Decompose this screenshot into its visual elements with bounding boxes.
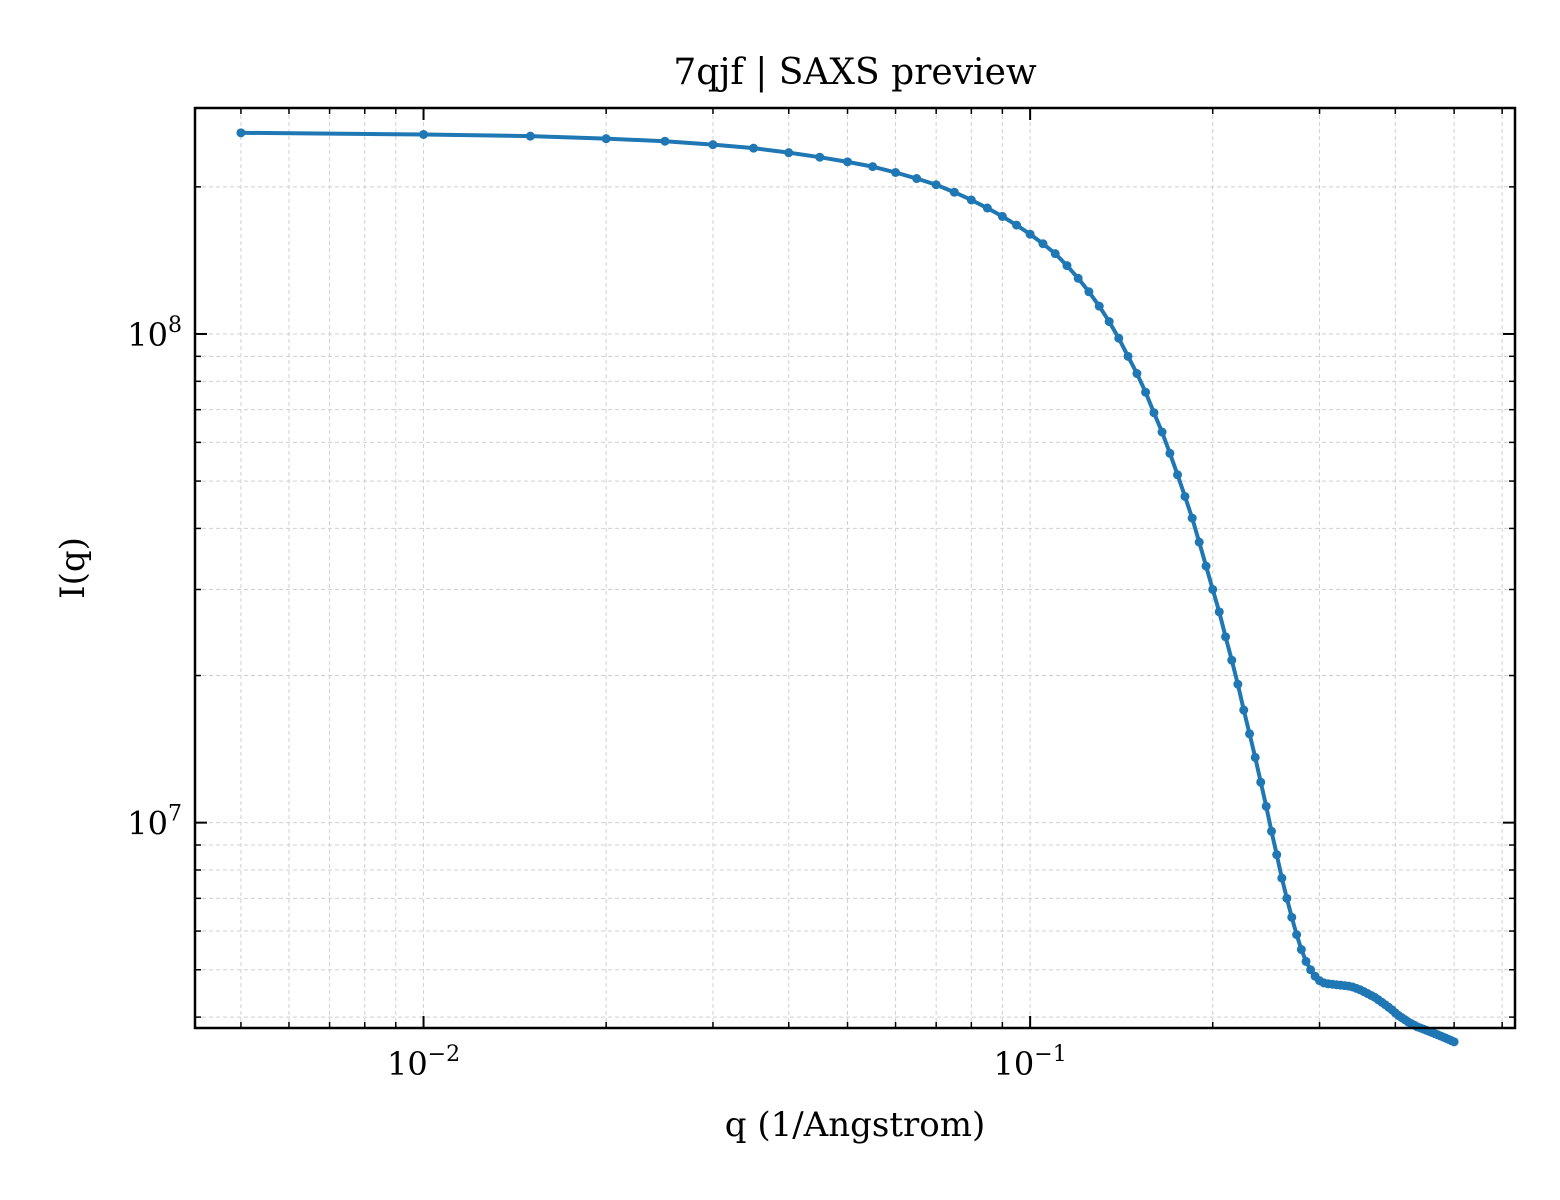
- data-point: [1141, 387, 1151, 397]
- x-tick-label: 10−2: [387, 1042, 460, 1083]
- data-point: [525, 131, 535, 141]
- y-axis-label: I(q): [53, 537, 93, 599]
- data-point: [784, 148, 794, 158]
- data-point: [708, 140, 718, 150]
- data-point: [931, 180, 941, 190]
- data-point: [1221, 632, 1231, 642]
- data-point: [1272, 850, 1282, 860]
- data-point: [1157, 427, 1167, 437]
- data-point: [1277, 873, 1287, 883]
- grid-lines: [195, 108, 1515, 1028]
- data-point: [660, 136, 670, 146]
- data-point: [1208, 584, 1218, 594]
- data-point: [1084, 287, 1094, 297]
- data-point: [997, 211, 1007, 221]
- y-tick-label: 107: [127, 802, 182, 843]
- data-point: [1073, 273, 1083, 283]
- data-point: [1165, 448, 1175, 458]
- data-point: [1194, 537, 1204, 547]
- data-point: [1062, 261, 1072, 271]
- data-point: [891, 167, 901, 177]
- data-point: [1261, 801, 1271, 811]
- data-point: [1012, 220, 1022, 230]
- data-point: [1173, 470, 1183, 480]
- data-point: [966, 195, 976, 205]
- axis-ticks: [195, 108, 1515, 1028]
- x-tick-label: 10−1: [994, 1042, 1067, 1083]
- data-point: [843, 157, 853, 167]
- data-point: [949, 187, 959, 197]
- data-point: [1296, 945, 1306, 955]
- data-point: [1449, 1037, 1459, 1047]
- data-point: [1306, 965, 1316, 975]
- data-point: [419, 129, 429, 139]
- data-point: [815, 152, 825, 162]
- data-point: [1227, 655, 1237, 665]
- data-point: [1256, 777, 1266, 787]
- data-point: [1025, 229, 1035, 239]
- data-point: [601, 134, 611, 144]
- data-point: [749, 143, 759, 153]
- data-point: [1287, 912, 1297, 922]
- data-point: [236, 128, 246, 138]
- y-tick-label: 108: [127, 313, 182, 354]
- data-point: [1132, 369, 1142, 379]
- data-point: [1282, 893, 1292, 903]
- data-point: [1233, 679, 1243, 689]
- chart-title: 7qjf | SAXS preview: [673, 52, 1037, 93]
- plot-frame: [193, 106, 1517, 1030]
- data-series: [236, 128, 1459, 1047]
- data-point: [1245, 729, 1255, 739]
- data-point: [1187, 513, 1197, 523]
- data-point: [1267, 826, 1277, 836]
- data-point: [1114, 333, 1124, 343]
- tick-labels: 10−2 10−1 107 108: [127, 313, 1066, 1083]
- data-point: [1038, 239, 1048, 249]
- x-axis-label: q (1/Angstrom): [725, 1105, 985, 1145]
- data-point: [1104, 317, 1114, 327]
- data-point: [868, 162, 878, 172]
- data-point: [1180, 491, 1190, 501]
- data-point: [1292, 930, 1302, 940]
- data-point: [1094, 301, 1104, 311]
- data-point: [1214, 607, 1224, 617]
- data-point: [982, 203, 992, 213]
- data-point: [912, 174, 922, 184]
- data-point: [1123, 351, 1133, 361]
- data-point: [1201, 561, 1211, 571]
- data-point: [1050, 249, 1060, 259]
- data-point: [1239, 705, 1249, 715]
- data-point: [1149, 408, 1159, 418]
- data-point: [1301, 956, 1311, 966]
- data-point: [1250, 752, 1260, 762]
